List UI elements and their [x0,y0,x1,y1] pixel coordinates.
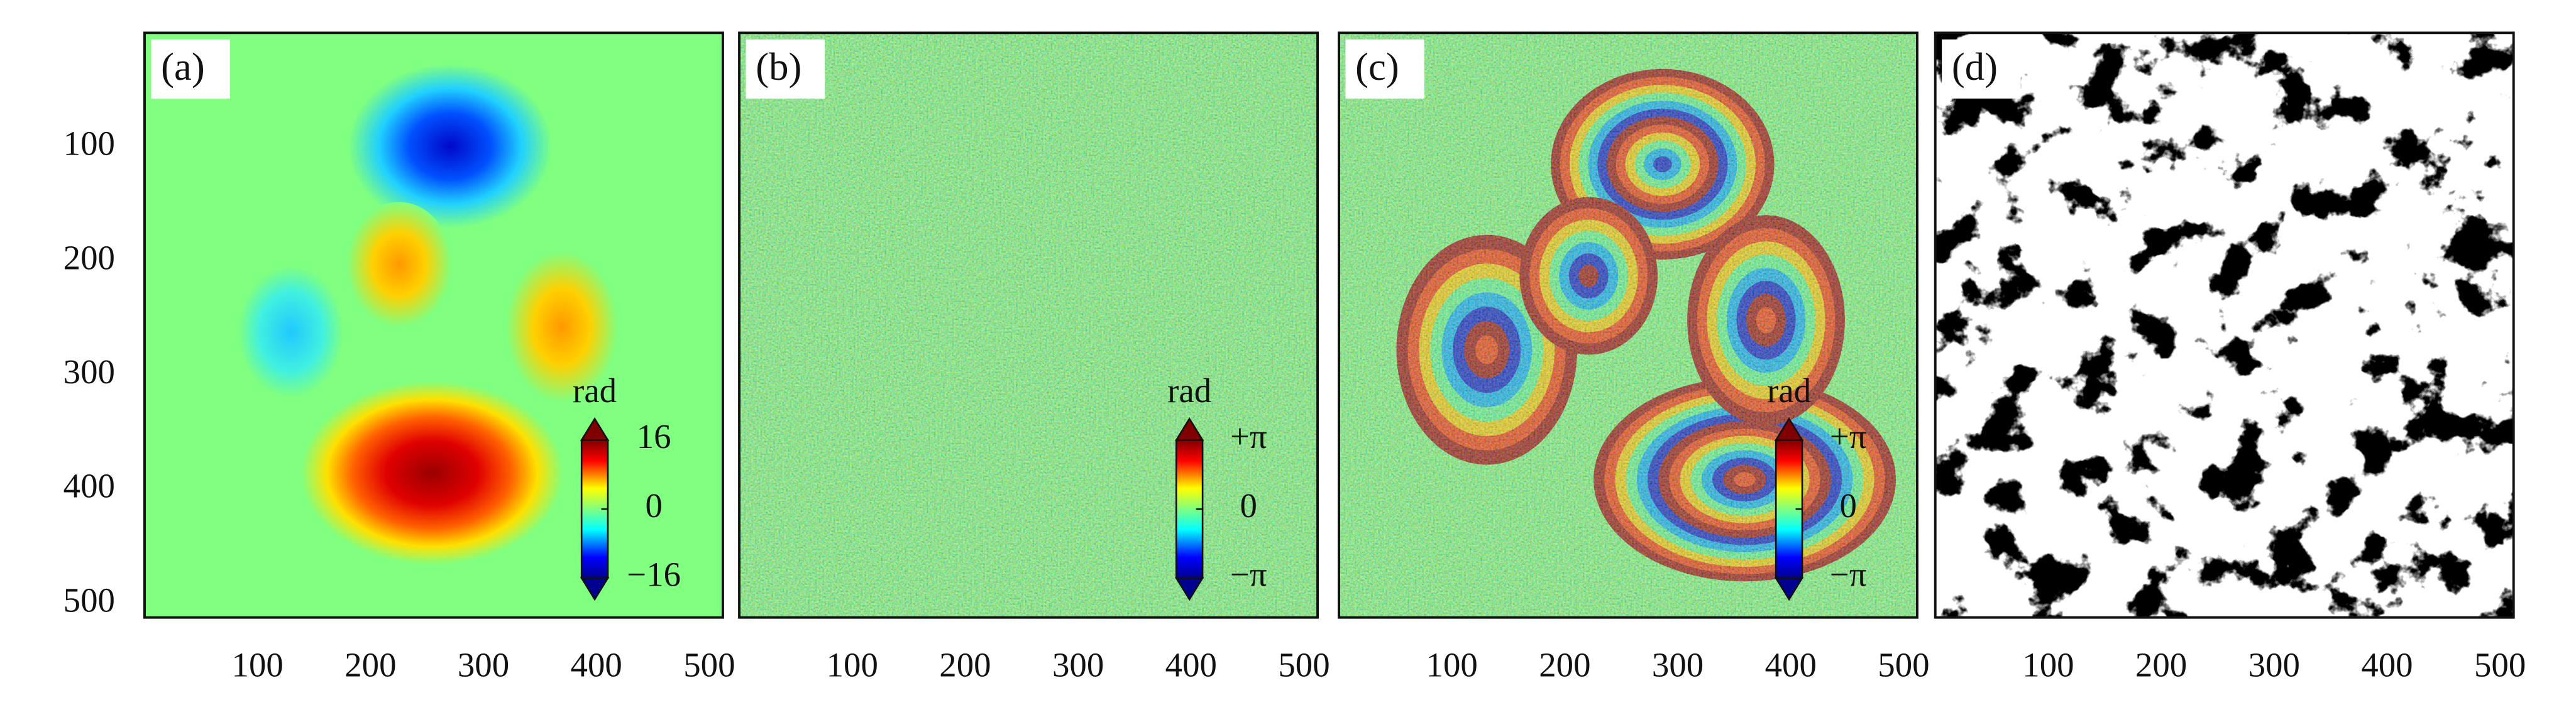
image-a [144,33,723,618]
plot-frame [143,31,724,619]
x-tick-label: 100 [2022,645,2074,684]
x-tick-label: 200 [344,645,396,684]
colorbar-tick-label: −16 [627,555,681,594]
colorbar-arrow-bottom [1174,577,1204,601]
colorbar-tick-label: 0 [645,486,662,525]
x-tick-label: 200 [939,645,991,684]
plot-frame [1338,31,1918,619]
x-tick-label: 500 [1878,645,1929,684]
image-b [739,33,1318,618]
colorbar-arrow-bottom [580,577,610,601]
panel-label-box [1942,39,2021,99]
y-tick-label: 400 [63,467,115,505]
panel-label: (c) [1355,45,1399,89]
panel-label-box [746,39,825,99]
x-tick-label: 400 [571,645,622,684]
colorbar-arrow-top [1774,417,1804,441]
image-d [1935,33,2514,618]
plot-frame [738,31,1319,619]
colorbar-tick-label: 16 [637,417,671,456]
x-tick-label: 200 [1539,645,1590,684]
colorbar-label: rad [1767,371,1811,410]
noise [1339,33,1917,618]
panel-label-box [1345,39,1424,99]
colorbar-arrow-top [580,417,610,441]
x-tick-label: 100 [1426,645,1478,684]
panel-label: (a) [161,45,205,89]
colorbar-tick-label: −π [1830,555,1867,594]
colorbar-arrow-top [1174,417,1204,441]
panel-label: (b) [756,45,801,89]
x-tick-label: 400 [1765,645,1817,684]
x-tick-label: 400 [1165,645,1217,684]
colorbar-tick-label: 0 [1839,486,1856,525]
x-tick-label: 500 [2474,645,2526,684]
x-tick-label: 500 [683,645,735,684]
colorbar-tick-label: −π [1230,555,1267,594]
colorbar-label: rad [1167,371,1211,410]
x-tick-label: 300 [1052,645,1104,684]
panel-label-box [151,39,230,99]
colorbar-label: rad [573,371,617,410]
panel-label: (d) [1952,45,1998,89]
x-tick-label: 300 [2248,645,2300,684]
y-tick-label: 200 [63,238,115,276]
plot-frame [1934,31,2515,619]
x-tick-label: 500 [1278,645,1329,684]
y-tick-label: 100 [63,124,115,163]
x-tick-label: 100 [827,645,878,684]
x-tick-label: 200 [2135,645,2187,684]
colorbar-tick-label: 0 [1240,486,1257,525]
colorbar-tick-label: +π [1830,417,1867,456]
image-c [1339,33,1917,618]
colorbar-tick-label: +π [1230,417,1267,456]
y-tick-label: 500 [63,581,115,619]
x-tick-label: 300 [458,645,509,684]
x-tick-label: 100 [232,645,283,684]
x-tick-label: 400 [2361,645,2413,684]
colorbar-arrow-bottom [1774,577,1804,601]
y-tick-label: 300 [63,352,115,391]
x-tick-label: 300 [1652,645,1704,684]
